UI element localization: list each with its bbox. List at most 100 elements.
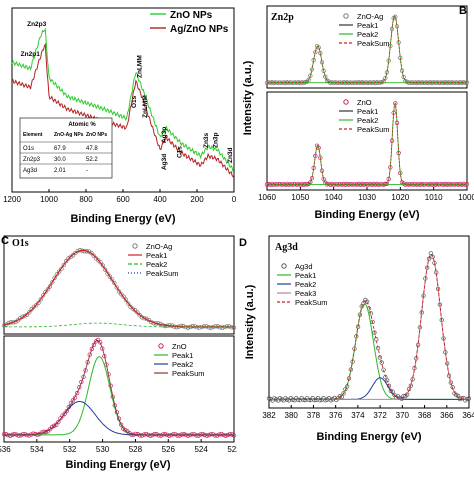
c-bottom-data-point <box>20 432 25 437</box>
panel-d-x-axis-label: Binding Energy (eV) <box>316 431 421 443</box>
c-top-data-point <box>114 285 119 290</box>
panel-d-y-axis-label: Intensity (a.u.) <box>244 284 256 359</box>
panel-c-xtick-label: 528 <box>129 445 143 454</box>
c-top-data-point <box>59 266 64 271</box>
c-bottom-data-point <box>58 416 63 421</box>
panel-d-xtick-label: 382 <box>262 411 276 420</box>
c-top-data-point <box>40 293 46 298</box>
b-top-data-point <box>323 74 328 79</box>
c-bottom-data-point <box>204 433 209 438</box>
panel-b-xtick-label: 1050 <box>291 193 309 202</box>
b-top-data-point <box>401 74 406 80</box>
panel-d-xtick-label: 378 <box>307 411 321 420</box>
c-bottom-data-point <box>200 431 205 437</box>
d-data-point <box>430 254 435 259</box>
atomic-table-cell: - <box>86 168 88 174</box>
b-bottom-legend-label: ZnO <box>357 98 372 107</box>
c-bottom-data-point <box>177 433 182 438</box>
panel-d-xtick-label: 364 <box>462 411 474 420</box>
atomic-table-cell: 67.9 <box>54 146 66 152</box>
c-bottom-data-point <box>49 424 55 430</box>
b-top-peak1-line <box>267 45 467 84</box>
panel-b-xtick-label: 1030 <box>358 193 376 202</box>
panel-d-xtick-label: 374 <box>351 411 365 420</box>
panel-d: D Ag3d Ag3d Peak1 Peak2 Peak3 PeakSum 382 380 378… <box>237 230 474 474</box>
atomic-table-header: ZnO NPs <box>86 132 107 138</box>
panel-c-tag: C <box>1 235 9 247</box>
c-top-data-point <box>73 250 78 256</box>
c-top-legend-label: Peak1 <box>146 251 167 260</box>
c-top-data-point <box>36 300 41 306</box>
b-top-peaksum-line <box>267 15 467 84</box>
c-top-data-point <box>63 258 69 264</box>
c-top-peak2-line <box>4 322 234 328</box>
c-bottom-data-point <box>95 337 101 343</box>
panel-c-xtick-label: 522 <box>227 445 237 454</box>
panel-c-bottom-plot-area <box>3 335 235 443</box>
panel-c-xtick-label: 532 <box>63 445 77 454</box>
peak-annotation: Zn3s <box>203 132 210 148</box>
c-bottom-data-point <box>227 431 232 437</box>
c-bottom-data-point <box>194 433 199 438</box>
atomic-table-header: Element <box>23 132 43 138</box>
c-bottom-legend-label: ZnO <box>172 342 187 351</box>
d-legend-label: Ag3d <box>295 262 313 271</box>
c-bottom-data-point <box>31 431 36 436</box>
c-bottom-data-point <box>12 431 17 437</box>
c-top-data-point <box>98 260 103 265</box>
c-top-data-point <box>137 313 142 318</box>
panel-d-xtick-label: 380 <box>285 411 299 420</box>
panel-a-xtick-label: 1000 <box>40 195 58 204</box>
d-data-point <box>385 378 390 383</box>
c-bottom-data-point <box>152 431 157 437</box>
d-data-point <box>379 360 384 365</box>
c-top-data-point <box>22 313 27 319</box>
c-bottom-data-point <box>54 422 59 427</box>
c-bottom-data-point <box>144 431 149 437</box>
c-bottom-data-point <box>158 433 163 438</box>
c-top-data-point <box>190 324 195 329</box>
c-bottom-legend-marker <box>158 343 164 349</box>
c-bottom-data-point <box>196 433 201 438</box>
panel-c-xtick-label: 530 <box>96 445 110 454</box>
d-data-point <box>365 299 370 304</box>
c-top-data-point <box>57 269 62 274</box>
c-bottom-legend-label: PeakSum <box>172 369 205 378</box>
c-top-data-point <box>52 275 57 281</box>
c-bottom-data-point <box>231 433 237 438</box>
c-bottom-data-point <box>56 419 61 425</box>
c-top-legend-label: PeakSum <box>146 269 179 278</box>
panel-c-chart: C O1s ZnO-AgPeak1Peak2PeakSumZnOPeak1Peak2… <box>0 235 241 471</box>
atomic-table-cell: 52.2 <box>86 157 98 163</box>
atomic-table <box>19 117 113 179</box>
c-top-data-point <box>34 302 39 308</box>
c-top-data-point <box>224 324 230 329</box>
panel-a-xtick-label: 600 <box>116 195 130 204</box>
d-legend-label: Peak2 <box>295 280 316 289</box>
c-top-data-point <box>142 316 147 321</box>
c-bottom-data-point <box>167 433 172 438</box>
peak-annotation: Zn3p <box>212 132 219 148</box>
c-top-data-point <box>45 287 50 292</box>
c-top-data-point <box>197 325 202 330</box>
atomic-table-cell: 30.0 <box>54 157 66 163</box>
d-legend-label: PeakSum <box>295 298 328 307</box>
c-bottom-data-point <box>139 433 145 438</box>
panel-d-xtick-label: 366 <box>440 411 454 420</box>
c-top-data-point <box>132 308 138 313</box>
c-bottom-data-point <box>3 432 9 437</box>
panel-d-tag: D <box>239 237 247 249</box>
c-top-data-point <box>112 280 117 286</box>
panel-a-x-axis-label: Binding Energy (eV) <box>70 213 175 225</box>
c-top-legend-label: Peak2 <box>146 260 167 269</box>
panel-a: 1200 1000 800 600 400 200 0 Binding Energy (eV)… <box>0 0 237 230</box>
panel-a-xtick-label: 0 <box>232 195 237 204</box>
panel-b-top-plot-area <box>266 5 468 89</box>
peak-annotation: ZnLMM <box>142 95 149 118</box>
c-top-data-point <box>109 277 115 282</box>
peak-annotation: O1s <box>131 95 138 108</box>
c-bottom-data-point <box>72 395 78 400</box>
c-bottom-data-point <box>26 433 32 438</box>
c-bottom-data-point <box>75 390 80 396</box>
